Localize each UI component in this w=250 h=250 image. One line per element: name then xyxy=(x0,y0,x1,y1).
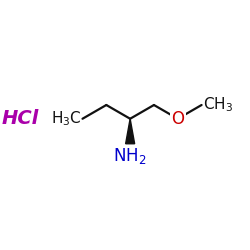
Polygon shape xyxy=(126,119,135,144)
Text: $\mathregular{NH_2}$: $\mathregular{NH_2}$ xyxy=(114,146,147,166)
Text: $\mathregular{H_3C}$: $\mathregular{H_3C}$ xyxy=(50,110,81,128)
Text: $\mathregular{CH_3}$: $\mathregular{CH_3}$ xyxy=(203,96,233,114)
Text: O: O xyxy=(171,110,184,128)
Text: HCl: HCl xyxy=(2,109,38,128)
